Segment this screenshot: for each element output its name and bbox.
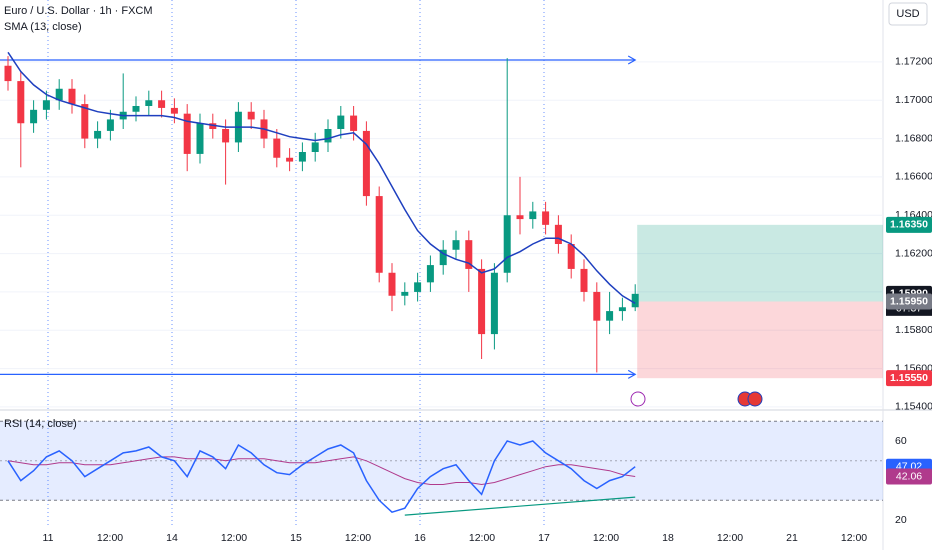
x-tick-label: 16 bbox=[414, 532, 426, 544]
candle-body bbox=[158, 100, 166, 108]
candle-body bbox=[618, 307, 626, 312]
candle-body bbox=[426, 265, 434, 283]
take-profit-zone bbox=[637, 224, 883, 302]
candle-body bbox=[529, 211, 537, 220]
candle-body bbox=[439, 249, 447, 266]
candle-body bbox=[247, 111, 255, 120]
rsi-label: RSI (14, close) bbox=[4, 418, 77, 430]
price-tag-label: 1.16350 bbox=[890, 219, 928, 231]
x-tick-label: 12:00 bbox=[345, 532, 371, 544]
candle-body bbox=[337, 115, 345, 129]
candle-body bbox=[362, 130, 370, 197]
y-tick-label: 1.15400 bbox=[895, 401, 932, 413]
main-pane bbox=[0, 0, 883, 525]
flag-icon[interactable] bbox=[747, 391, 763, 407]
x-tick-label: 12:00 bbox=[469, 532, 495, 544]
rsi-line bbox=[7, 440, 636, 514]
level-arrow bbox=[627, 369, 637, 379]
candle-body bbox=[55, 88, 63, 101]
x-tick-label: 18 bbox=[662, 532, 674, 544]
x-tick-label: 15 bbox=[290, 532, 302, 544]
candle-body bbox=[567, 244, 575, 269]
x-tick-label: 12:00 bbox=[97, 532, 123, 544]
candle-body bbox=[145, 100, 153, 106]
candle-body bbox=[170, 107, 178, 114]
candle-body bbox=[516, 215, 524, 220]
candle-body bbox=[17, 81, 25, 124]
candle-body bbox=[196, 123, 204, 154]
candle-body bbox=[593, 291, 601, 321]
candle-body bbox=[350, 115, 358, 131]
level-arrow bbox=[627, 55, 637, 65]
x-tick-label: 12:00 bbox=[717, 532, 743, 544]
candle-body bbox=[183, 113, 191, 154]
rsi-tag bbox=[886, 468, 932, 485]
y-tick-label: 1.17200 bbox=[895, 56, 932, 68]
price-tag bbox=[886, 216, 932, 233]
x-tick-label: 12:00 bbox=[221, 532, 247, 544]
candle-body bbox=[286, 157, 294, 162]
candle-body bbox=[42, 100, 50, 110]
y-tick-label: 1.15800 bbox=[895, 324, 932, 336]
sma-line bbox=[7, 51, 636, 305]
candle-body bbox=[222, 128, 230, 143]
currency[interactable]: USD bbox=[896, 8, 919, 20]
price-tag-label: 1.15950 bbox=[890, 295, 928, 307]
rsi-ma-line bbox=[7, 456, 636, 486]
candle-body bbox=[81, 104, 89, 139]
candle-body bbox=[388, 272, 396, 296]
candle-body bbox=[4, 65, 12, 82]
chart-title: Euro / U.S. Dollar · 1h · FXCM bbox=[4, 5, 153, 17]
candle-body bbox=[554, 224, 562, 245]
candle-body bbox=[465, 240, 473, 269]
stop-loss-zone bbox=[637, 301, 883, 379]
candle-body bbox=[30, 109, 38, 124]
candle-body bbox=[94, 130, 102, 139]
y-tick-label: 1.16800 bbox=[895, 132, 932, 144]
candle-body bbox=[542, 211, 550, 225]
candle-body bbox=[503, 215, 511, 273]
y-tick-label: 1.16200 bbox=[895, 247, 932, 259]
candle-body bbox=[106, 119, 114, 131]
candle-body bbox=[324, 128, 332, 143]
price-tag bbox=[886, 293, 932, 310]
candle-body bbox=[68, 88, 76, 105]
candle-body bbox=[631, 293, 639, 308]
x-tick-label: 12:00 bbox=[593, 532, 619, 544]
candle-body bbox=[298, 152, 306, 162]
rsi-tick-label: 20 bbox=[895, 514, 907, 526]
y-tick-label: 1.16600 bbox=[895, 171, 932, 183]
event-icon[interactable] bbox=[630, 391, 646, 407]
candle-body bbox=[452, 240, 460, 250]
rsi-pane bbox=[0, 420, 883, 516]
candle-body bbox=[580, 268, 588, 292]
candle-body bbox=[209, 123, 217, 129]
candle-body bbox=[132, 105, 140, 112]
candle-body bbox=[478, 268, 486, 335]
candle-body bbox=[490, 272, 498, 335]
x-tick-label: 12:00 bbox=[841, 532, 867, 544]
rsi-tag-label: 42.06 bbox=[896, 470, 922, 482]
x-tick-label: 14 bbox=[166, 532, 178, 544]
candle-body bbox=[401, 291, 409, 296]
candle-body bbox=[273, 138, 281, 158]
candle-body bbox=[311, 142, 319, 153]
x-tick-label: 17 bbox=[538, 532, 550, 544]
price-tag bbox=[886, 370, 932, 387]
price-tag-label: 1.15550 bbox=[890, 372, 928, 384]
indicator-label: SMA (13, close) bbox=[4, 21, 82, 33]
rsi-tick-label: 60 bbox=[895, 435, 907, 447]
x-tick-label: 21 bbox=[786, 532, 798, 544]
currency-button[interactable] bbox=[888, 2, 928, 26]
candle-body bbox=[606, 311, 614, 321]
x-tick-label: 11 bbox=[43, 532, 54, 544]
y-tick-label: 1.17000 bbox=[895, 94, 932, 106]
divergence-line bbox=[404, 496, 636, 516]
candle-body bbox=[414, 282, 422, 292]
axes: 11 12:00 14 12:00 15 12:00 16 12:00 17 12:00 18 12:… bbox=[43, 56, 932, 544]
candle-body bbox=[375, 196, 383, 273]
